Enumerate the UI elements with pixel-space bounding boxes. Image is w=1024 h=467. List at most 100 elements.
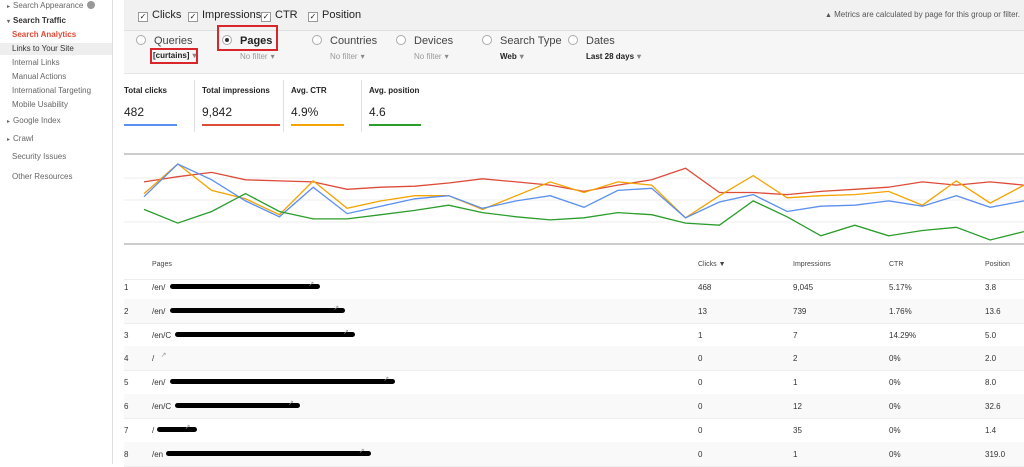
metric-card[interactable]: Total clicks 482 (124, 86, 177, 126)
metric-checkbox[interactable]: ✓ Impressions (188, 9, 261, 22)
tab-label: Countries (330, 35, 378, 47)
sidebar-label: Mobile Usability (12, 100, 69, 109)
tab-label: Pages (240, 35, 273, 47)
dropdown-arrow: ▾ (360, 52, 365, 61)
grouping-tab[interactable]: Queries (136, 35, 193, 47)
table-cell: 12 (793, 402, 802, 411)
external-link-icon: ↗ (383, 376, 390, 384)
grouping-tab[interactable]: Dates (568, 35, 615, 47)
metric-checkbox[interactable]: ✓ CTR (261, 9, 298, 22)
checkbox-label: Position (322, 9, 362, 21)
table-cell: 4 (124, 354, 129, 364)
filter-text: [curtains] (153, 51, 190, 60)
external-link-icon: ↗ (333, 304, 340, 312)
metric-card[interactable]: Avg. position 4.6 (369, 86, 421, 126)
dropdown-arrow: ▾ (519, 52, 524, 61)
page-url: /en/ (152, 283, 166, 292)
tab-filter[interactable]: Web ▾ (500, 52, 524, 61)
grouping-tab[interactable]: Devices (396, 35, 453, 47)
grouping-tab[interactable]: Search Type (482, 35, 562, 47)
metric-card[interactable]: Total impressions 9,842 (202, 86, 280, 126)
table-row[interactable]: 3/en/C 1 7 14.29% 5.0 ↗ (124, 323, 1024, 348)
page-url: /en/C (152, 330, 172, 340)
sidebar-item[interactable]: International Targeting (0, 85, 112, 97)
table-row[interactable]: 6/en/C 0 12 0% 32.6 ↗ (124, 394, 1024, 419)
radio (568, 35, 578, 45)
page-url: /en (152, 449, 164, 459)
sidebar-item[interactable]: Links to Your Site (0, 43, 112, 55)
tab-label: Dates (586, 35, 615, 47)
external-link-icon: ↗ (288, 400, 294, 407)
table-cell: 5 (124, 378, 129, 388)
metric-card[interactable]: Avg. CTR 4.9% (291, 86, 344, 126)
grouping-tabs: Queries [curtains] ▾ Pages No filter ▾ Countri… (124, 25, 1024, 74)
redaction (175, 403, 300, 408)
table-cell: 1 (793, 449, 798, 459)
metric-label: Total clicks (124, 86, 167, 95)
sidebar-item[interactable]: Search Analytics (0, 29, 112, 41)
tab-filter[interactable]: No filter ▾ (330, 52, 365, 61)
sidebar-item[interactable]: Other Resources (0, 171, 112, 183)
dropdown-arrow: ▾ (444, 52, 449, 61)
tab-filter[interactable]: No filter ▾ (240, 52, 275, 61)
table-cell: 8 (124, 449, 129, 459)
sidebar-item[interactable]: Internal Links (0, 57, 112, 69)
metric-separator (361, 80, 362, 132)
metrics-note: ▲ Metrics are calculated by page for thi… (824, 10, 1020, 19)
tab-filter[interactable]: Last 28 days ▾ (586, 52, 641, 61)
column-header[interactable]: Position (985, 261, 1010, 268)
metric-checkbox[interactable]: ✓ Clicks (138, 9, 181, 22)
column-header[interactable]: Clicks ▼ (698, 261, 726, 268)
metric-label: Avg. position (369, 86, 420, 95)
series-line (143, 163, 1024, 219)
table-cell: 0% (889, 354, 901, 364)
radio (222, 35, 232, 45)
table-row[interactable]: 7 / 0 35 0% 1.4 ↗ (124, 418, 1024, 443)
note-text: Metrics are calculated by page for this … (834, 10, 1020, 19)
sidebar-item[interactable]: ▾ Search Traffic (0, 15, 112, 27)
sidebar-label: Search Traffic (13, 16, 66, 25)
sidebar-item[interactable]: Manual Actions (0, 71, 112, 83)
metric-value: 9,842 (202, 105, 233, 119)
redaction (165, 450, 371, 456)
metric-checkbox[interactable]: ✓ Position (308, 9, 361, 22)
table-cell: 3 (124, 330, 129, 340)
redaction (170, 284, 321, 289)
external-link-icon: ↗ (184, 423, 191, 431)
sidebar-item[interactable]: ▸ Crawl (0, 133, 112, 145)
table-cell: 0 (698, 449, 703, 459)
table-row[interactable]: 4 / 0 2 0% 2.0 ↗ (124, 346, 1024, 372)
page-url: / (152, 354, 155, 364)
checkbox: ✓ (261, 12, 271, 22)
sidebar-label: Other Resources (12, 172, 73, 181)
sidebar-item[interactable]: Security Issues (0, 151, 112, 163)
sidebar-item[interactable]: Mobile Usability (0, 99, 112, 111)
table-row[interactable]: 5/en/0 1 0% 8.0 ↗ (124, 370, 1024, 396)
highlight-box (217, 25, 278, 51)
metric-underline (291, 124, 344, 126)
filter-text: No filter (414, 52, 442, 61)
column-header[interactable]: CTR (889, 261, 904, 268)
metric-separator (194, 80, 195, 132)
external-link-icon: ↗ (343, 328, 349, 336)
checkbox: ✓ (308, 12, 318, 22)
grouping-tab[interactable]: Pages (222, 35, 272, 47)
table-row[interactable]: 8/en 0 1 0% 319.0 ↗ (124, 441, 1024, 467)
table-cell: 0% (889, 425, 901, 435)
column-header[interactable]: Impressions (793, 261, 831, 268)
table-cell: 0% (889, 402, 901, 411)
sidebar-item[interactable]: ▸ Google Index (0, 115, 112, 127)
table-row[interactable]: 2/en/13 739 1.76% 13.6 ↗ (124, 298, 1024, 324)
tab-filter[interactable]: [curtains] ▾ (153, 51, 196, 60)
metric-value: 4.9% (291, 105, 319, 119)
external-link-icon: ↗ (160, 352, 167, 360)
table-row[interactable]: 1/en/468 9,045 5.17% 3.8 ↗ (124, 275, 1024, 300)
page-url: /en/ (152, 378, 166, 388)
sidebar-item[interactable]: ▸ Search Appearance (0, 0, 112, 12)
table-cell: 8.0 (985, 378, 997, 388)
tab-filter[interactable]: No filter ▾ (414, 52, 449, 61)
grouping-tab[interactable]: Countries (312, 35, 377, 47)
table-cell: 35 (793, 425, 802, 435)
column-header[interactable]: Pages (152, 261, 172, 268)
expand-arrow: ▾ (7, 19, 11, 25)
